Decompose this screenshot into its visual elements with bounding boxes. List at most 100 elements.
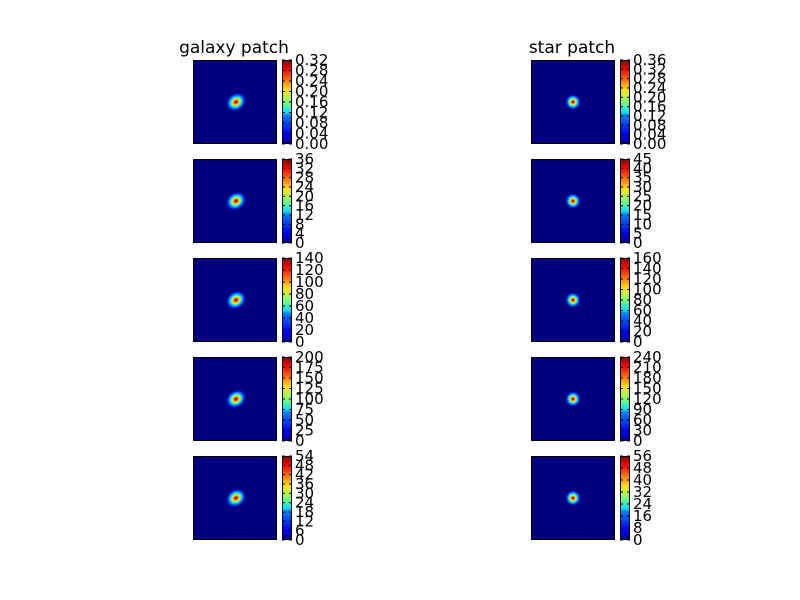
star-panel-5-colorbar-frame <box>620 456 630 540</box>
galaxy-panel-4-tick-label: 75 <box>295 401 314 419</box>
star-panel-2-tick-label: 30 <box>633 178 652 196</box>
galaxy-panel-5-tick-label: 6 <box>295 522 305 540</box>
galaxy-panel-1-tick-label: 0.32 <box>295 51 328 69</box>
galaxy-panel-5-tick-label: 36 <box>295 475 314 493</box>
star-panel-3-tick-label: 100 <box>633 281 662 299</box>
galaxy-panel-1-tick-label: 0.20 <box>295 83 328 101</box>
star-panel-4-tick-label: 0 <box>633 432 643 450</box>
star-panel-1-tick-label: 0.36 <box>633 51 666 69</box>
galaxy-panel-2-tick-label: 32 <box>295 159 314 177</box>
star-panel-4-tick-label: 60 <box>633 411 652 429</box>
star-panel-2-tick-label: 45 <box>633 150 652 168</box>
star-panel-2-tick-label: 40 <box>633 159 652 177</box>
galaxy-panel-1-tick-label: 0.08 <box>295 114 328 132</box>
star-panel-1-tick-label: 0.08 <box>633 116 666 134</box>
star-panel-4-tick-label: 30 <box>633 422 652 440</box>
galaxy-panel-5-colorbar-frame <box>282 456 292 540</box>
galaxy-panel-4-source-blob <box>225 389 247 409</box>
star-panel-4-colorbar <box>620 357 630 441</box>
star-panel-5-tick-label: 40 <box>633 471 652 489</box>
galaxy-panel-4-tick-label: 150 <box>295 369 324 387</box>
star-panel-4-tick-label: 210 <box>633 359 662 377</box>
star-panel-5-source-blob <box>565 490 581 506</box>
galaxy-panel-3-source-blob <box>225 290 247 310</box>
galaxy-panel-2-source-blob <box>225 191 247 211</box>
galaxy-panel-4-tick-label: 200 <box>295 348 324 366</box>
galaxy-panel-3-tick-label: 20 <box>295 321 314 339</box>
star-panel-3-tick-label: 120 <box>633 270 662 288</box>
galaxy-panel-3-tick-label: 60 <box>295 297 314 315</box>
star-panel-2-tick-label: 20 <box>633 197 652 215</box>
galaxy-panel-4-tick-label: 100 <box>295 390 324 408</box>
galaxy-panel-3-frame <box>193 258 277 342</box>
star-panel-3-colorbar <box>620 258 630 342</box>
star-panel-4-tick-label: 150 <box>633 380 662 398</box>
galaxy-panel-3-tick-label: 80 <box>295 285 314 303</box>
galaxy-panel-4-tick-label: 50 <box>295 411 314 429</box>
galaxy-panel-3-tick-label: 140 <box>295 249 324 267</box>
star-panel-4-tick-label: 90 <box>633 401 652 419</box>
galaxy-panel-4-tick-label: 0 <box>295 432 305 450</box>
star-panel-2-colorbar-frame <box>620 159 630 243</box>
star-panel-1-source-blob <box>565 94 581 110</box>
star-panel-3-tick-label: 60 <box>633 302 652 320</box>
galaxy-panel-1-tick-label: 0.24 <box>295 72 328 90</box>
star-panel-1-tick-label: 0.28 <box>633 70 666 88</box>
star-panel-1-tick-label: 0.20 <box>633 88 666 106</box>
galaxy-panel-5-tick-label: 0 <box>295 531 305 549</box>
galaxy-panel-2-frame <box>193 159 277 243</box>
star-panel-5-tick-label: 48 <box>633 459 652 477</box>
star-panel-5-tick-label: 8 <box>633 519 643 537</box>
star-panel-5-tick-label: 16 <box>633 507 652 525</box>
galaxy-panel-5-tick-label: 42 <box>295 466 314 484</box>
star-panel-2-tick-label: 10 <box>633 215 652 233</box>
star-panel-5-tick-label: 0 <box>633 531 643 549</box>
galaxy-panel-2-tick-label: 8 <box>295 215 305 233</box>
star-panel-4-tick-label: 240 <box>633 348 662 366</box>
galaxy-panel-5-tick-label: 48 <box>295 456 314 474</box>
star-panel-1-tick-label: 0.12 <box>633 107 666 125</box>
star-panel-5-tick-label: 32 <box>633 483 652 501</box>
galaxy-panel-5-tick-label: 18 <box>295 503 314 521</box>
star-panel-5-colorbar <box>620 456 630 540</box>
galaxy-panel-3-tick-label: 0 <box>295 333 305 351</box>
star-panel-2-tick-label: 15 <box>633 206 652 224</box>
galaxy-panel-1-frame <box>193 60 277 144</box>
star-panel-1-tick-label: 0.00 <box>633 135 666 153</box>
star-panel-1-colorbar-frame <box>620 60 630 144</box>
galaxy-panel-3-tick-label: 120 <box>295 261 324 279</box>
star-panel-3-tick-label: 0 <box>633 333 643 351</box>
star-panel-2-frame <box>531 159 615 243</box>
star-panel-3-tick-label: 40 <box>633 312 652 330</box>
galaxy-panel-2-tick-label: 36 <box>295 150 314 168</box>
galaxy-panel-4-tick-label: 175 <box>295 359 324 377</box>
star-panel-3-tick-label: 160 <box>633 249 662 267</box>
galaxy-panel-2-tick-label: 12 <box>295 206 314 224</box>
galaxy-panel-4-tick-label: 125 <box>295 380 324 398</box>
star-panel-2-tick-label: 0 <box>633 234 643 252</box>
galaxy-panel-2-tick-label: 0 <box>295 234 305 252</box>
galaxy-panel-3-tick-label: 100 <box>295 273 324 291</box>
star-panel-2-tick-label: 5 <box>633 225 643 243</box>
galaxy-panel-2-tick-label: 28 <box>295 169 314 187</box>
star-panel-4-tick-label: 180 <box>633 369 662 387</box>
galaxy-panel-2-colorbar-frame <box>282 159 292 243</box>
star-panel-5-frame <box>531 456 615 540</box>
star-panel-1-colorbar <box>620 60 630 144</box>
star-panel-5-tick-label: 24 <box>633 495 652 513</box>
galaxy-panel-1-tick-label: 0.16 <box>295 93 328 111</box>
galaxy-panel-1-source-blob <box>225 92 247 112</box>
star-panel-3-tick-label: 140 <box>633 260 662 278</box>
star-panel-3-source-blob <box>565 292 581 308</box>
galaxy-panel-2-tick-label: 16 <box>295 197 314 215</box>
galaxy-panel-1-colorbar <box>282 60 292 144</box>
galaxy-panel-5-source-blob <box>225 488 247 508</box>
galaxy-panel-1-tick-label: 0.12 <box>295 104 328 122</box>
star-panel-1-tick-label: 0.24 <box>633 79 666 97</box>
star-panel-2-source-blob <box>565 193 581 209</box>
galaxy-panel-5-tick-label: 24 <box>295 494 314 512</box>
galaxy-panel-4-tick-label: 25 <box>295 422 314 440</box>
galaxy-column-title: galaxy patch <box>179 38 289 58</box>
galaxy-panel-2-tick-label: 24 <box>295 178 314 196</box>
